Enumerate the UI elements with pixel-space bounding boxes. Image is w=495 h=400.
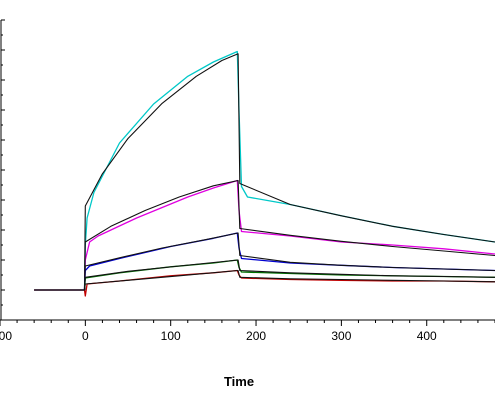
series-layer <box>34 50 495 297</box>
fit-line-7 <box>34 259 495 291</box>
x-tick-label: 100 <box>161 329 181 343</box>
x-tick-label: 0 <box>82 329 89 343</box>
x-tick-label: -100 <box>0 329 12 343</box>
fit-line-5 <box>34 232 495 291</box>
x-axis-title: Time <box>224 374 254 389</box>
tick-labels: -100 0 100 200 300 400 <box>0 329 437 343</box>
fit-line-9 <box>34 269 495 291</box>
data-line-2 <box>34 179 495 291</box>
data-line-0 <box>34 50 495 291</box>
x-tick-label: 200 <box>246 329 266 343</box>
x-tick-label: 300 <box>331 329 351 343</box>
x-tick-label: 400 <box>417 329 437 343</box>
fit-line-3 <box>34 179 495 291</box>
fit-line-1 <box>34 53 495 291</box>
axes <box>0 19 495 326</box>
